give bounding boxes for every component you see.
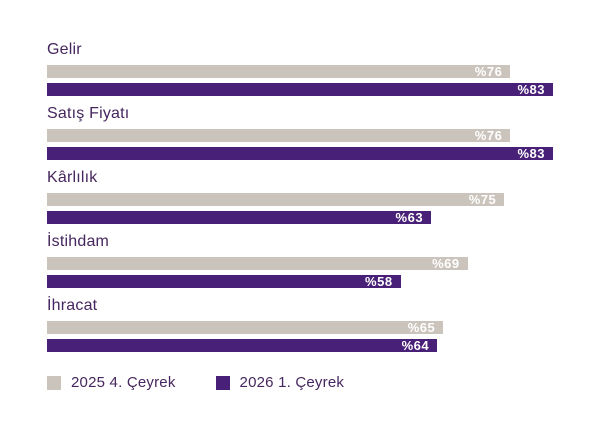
legend-swatch-2026-q1 <box>215 375 230 390</box>
category-label: Satış Fiyatı <box>47 105 130 122</box>
bar-value-label: %75 <box>468 192 497 207</box>
bar-value-label: %58 <box>365 274 393 289</box>
bar-value-label: %63 <box>395 210 424 225</box>
bar-value-label: %65 <box>407 320 436 335</box>
legend-label-2025-q4: 2025 4. Çeyrek <box>71 374 176 391</box>
bar-series-1: %76 <box>47 128 511 143</box>
bar-series-1: %75 <box>47 192 505 207</box>
chart-group-3: Kârlılık %75 %63 <box>47 169 553 224</box>
bar-value-label: %83 <box>517 82 545 97</box>
bar-value-label: %64 <box>401 338 430 353</box>
chart-group-2: Satış Fiyatı %76 %83 <box>47 105 553 160</box>
category-label: İstihdam <box>47 233 110 250</box>
bar-value-label: %76 <box>474 64 503 79</box>
category-label: Gelir <box>47 41 82 58</box>
bar-series-2: %58 <box>47 275 401 288</box>
category-label: Kârlılık <box>47 169 98 186</box>
category-label: İhracat <box>47 297 98 314</box>
quarterly-comparison-bar-chart: Gelir %76 %83 Satış Fiyatı %76 %83 Kârlılık %75… <box>47 41 600 391</box>
bar-series-2: %63 <box>47 210 432 225</box>
legend-item-2025-q4: 2025 4. Çeyrek <box>47 374 176 391</box>
bar-series-1: %69 <box>47 257 468 270</box>
bar-series-2: %64 <box>47 338 438 353</box>
chart-legend: 2025 4. Çeyrek 2026 1. Çeyrek <box>47 374 600 391</box>
bar-series-1: %65 <box>47 320 444 335</box>
legend-swatch-2025-q4 <box>47 375 61 390</box>
chart-group-1: Gelir %76 %83 <box>47 41 553 96</box>
bar-series-2: %83 <box>47 83 553 96</box>
legend-item-2026-q1: 2026 1. Çeyrek <box>215 374 345 391</box>
chart-plot-area: Gelir %76 %83 Satış Fiyatı %76 %83 Kârlılık %75… <box>47 41 553 352</box>
chart-group-4: İstihdam %69 %58 <box>47 233 553 288</box>
bar-series-1: %76 <box>47 64 511 79</box>
bar-value-label: %69 <box>432 256 460 271</box>
legend-label-2026-q1: 2026 1. Çeyrek <box>239 374 345 391</box>
bar-value-label: %76 <box>474 128 503 143</box>
chart-group-5: İhracat %65 %64 <box>47 297 553 352</box>
bar-series-2: %83 <box>47 147 553 160</box>
bar-value-label: %83 <box>517 146 545 161</box>
